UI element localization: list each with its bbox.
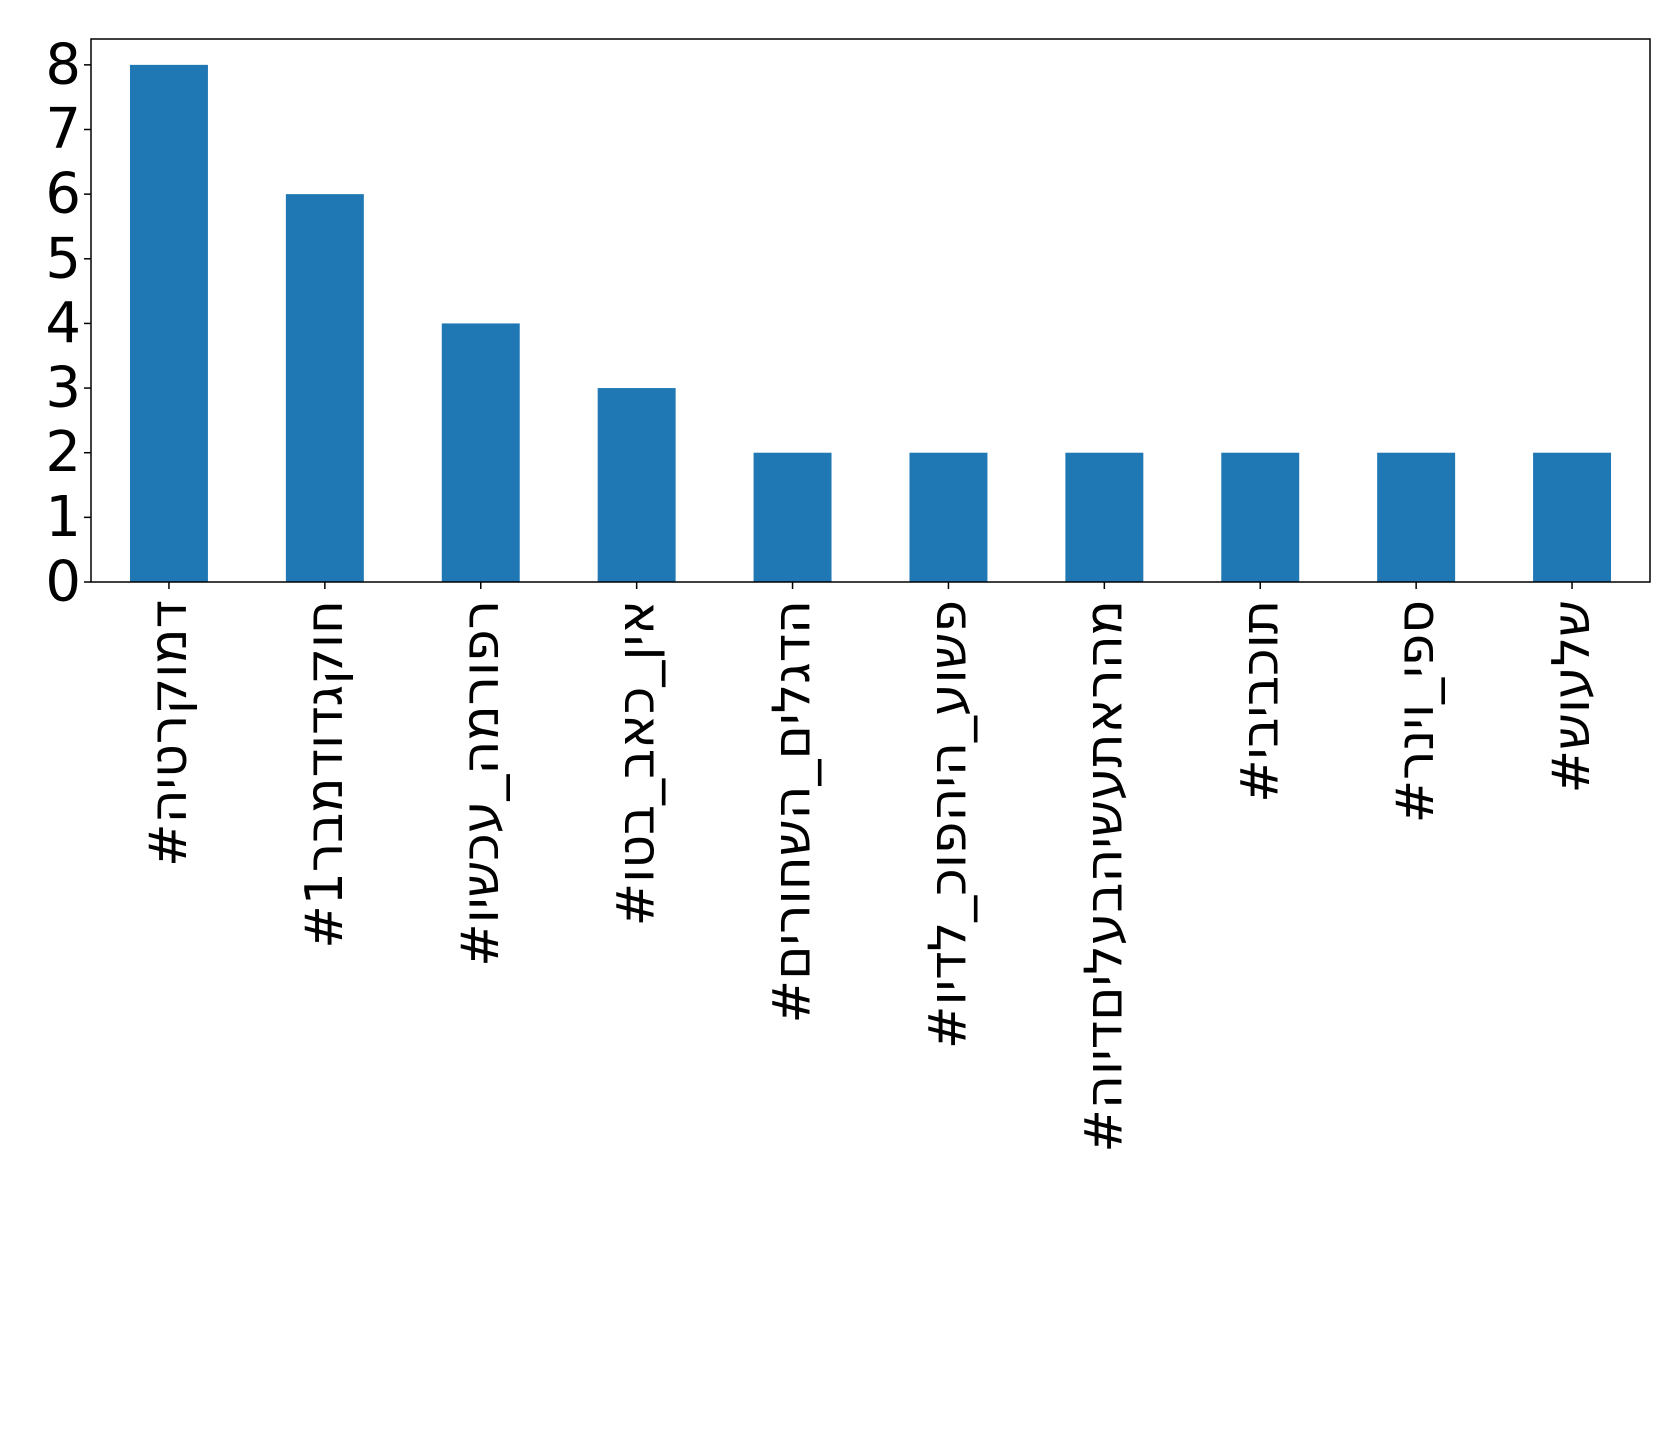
x-tick-label: #שלעוש xyxy=(1542,600,1602,794)
x-tick-label: #מהראתעשיהבעליםדיוה xyxy=(1074,600,1134,1153)
x-tick-label: #דמוקרטיה xyxy=(139,600,199,867)
x-tick-label: #רפורמה_עכשיו xyxy=(451,600,511,967)
y-tick-label: 6 xyxy=(45,162,81,227)
x-tick-label: #פשוע_היהפוכ_לדיו xyxy=(918,600,978,1049)
bar-3 xyxy=(441,323,520,582)
bars-group xyxy=(129,64,1612,583)
bar-6 xyxy=(909,452,988,582)
y-tick-label: 1 xyxy=(45,485,81,550)
plot-frame xyxy=(90,38,1651,583)
x-tick-label: #תוכביבי xyxy=(1230,600,1290,803)
x-tick-label: #הדגלים_השחורים xyxy=(763,600,823,1024)
y-tick-label: 5 xyxy=(45,226,81,291)
y-tick-label: 7 xyxy=(45,97,81,162)
bar-10 xyxy=(1533,452,1612,582)
x-tick-label: #ספי_וינר xyxy=(1386,600,1446,823)
y-tick-label: 8 xyxy=(45,32,81,97)
bar-4 xyxy=(597,388,676,582)
bar-8 xyxy=(1221,452,1300,582)
y-tick-label: 2 xyxy=(45,420,81,485)
y-tick-label: 4 xyxy=(45,291,81,356)
y-tick-label: 3 xyxy=(45,356,81,421)
bar-9 xyxy=(1377,452,1456,582)
bar-7 xyxy=(1065,452,1144,582)
y-tick-label: 0 xyxy=(45,550,81,615)
bar-2 xyxy=(285,194,364,582)
bar-5 xyxy=(753,452,832,582)
x-tick-label: #חוקגדודמבר1 xyxy=(295,600,355,949)
x-axis-ticks: #דמוקרטיה #חוקגדודמבר1 #רפורמה_עכשיו #אין_כ… xyxy=(139,582,1602,1153)
x-tick-label: #אין_כאב_בטו xyxy=(607,600,667,926)
bar-1 xyxy=(129,64,208,583)
